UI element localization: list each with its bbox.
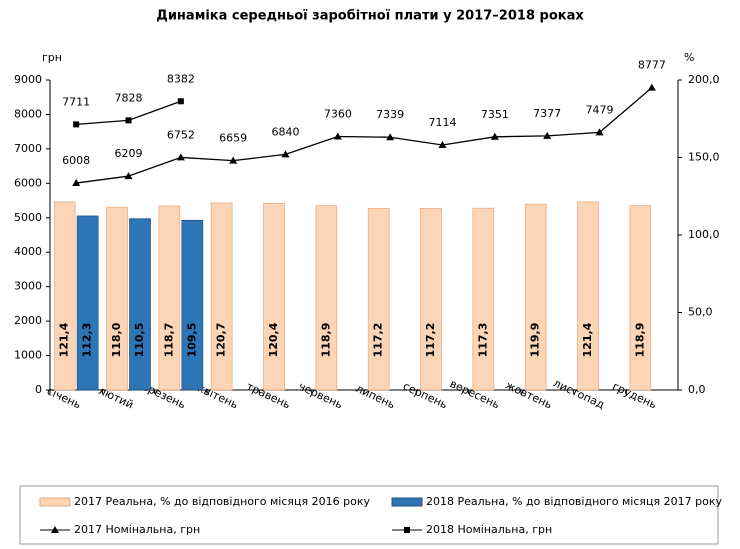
marker [595, 128, 604, 136]
y-tick-label: 0 [35, 383, 42, 396]
y2-tick-label: 50,0 [688, 306, 713, 319]
line-value-label: 7339 [376, 108, 404, 121]
bar [53, 201, 76, 391]
line-value-label: 7351 [481, 108, 509, 121]
bar [629, 205, 652, 391]
bar-value-label: 118,9 [633, 323, 646, 358]
line-value-label: 7828 [115, 91, 143, 104]
bar-value-label: 110,5 [133, 323, 146, 358]
line-value-label: 8777 [638, 59, 666, 72]
legend-label: 2018 Номінальна, грн [426, 523, 552, 536]
y-tick-label: 6000 [14, 176, 42, 189]
marker [125, 117, 132, 124]
marker [386, 133, 395, 141]
marker [543, 131, 552, 139]
bar [181, 219, 204, 391]
y-tick-label: 3000 [14, 280, 42, 293]
y-tick-label: 9000 [14, 73, 42, 86]
marker [647, 83, 656, 91]
legend-marker [404, 527, 410, 533]
bar [158, 205, 181, 391]
bar [420, 207, 442, 391]
marker [490, 132, 499, 140]
marker [438, 140, 447, 148]
bar [76, 215, 99, 391]
bar [524, 203, 547, 391]
y-tick-label: 1000 [14, 349, 42, 362]
bar-value-label: 109,5 [185, 323, 198, 358]
marker [73, 121, 80, 128]
bar-value-label: 117,3 [476, 323, 489, 358]
y2-tick-label: 0,0 [688, 383, 706, 396]
marker [124, 172, 133, 180]
legend-box [19, 485, 719, 545]
bar [315, 205, 338, 391]
bar-value-label: 117,2 [424, 323, 437, 358]
legend-swatch [391, 497, 423, 507]
y2-tick-label: 150,0 [688, 151, 720, 164]
y-axis-label: грн [42, 51, 62, 64]
bar [472, 207, 495, 391]
bar [210, 202, 233, 391]
y-tick-label: 8000 [14, 107, 42, 120]
bar-value-label: 120,7 [215, 323, 228, 358]
line-value-label: 6659 [219, 132, 247, 145]
line-value-label: 6840 [272, 125, 300, 138]
bar-value-label: 112,3 [81, 323, 94, 358]
legend-swatch [39, 497, 71, 507]
bar-value-label: 118,0 [110, 322, 123, 357]
y-tick-label: 5000 [14, 211, 42, 224]
y-tick-label: 4000 [14, 245, 42, 258]
legend-label: 2017 Номінальна, грн [74, 523, 200, 536]
y2-tick-label: 200,0 [688, 73, 720, 86]
marker [72, 179, 81, 187]
line [76, 87, 653, 184]
bar-value-label: 121,4 [58, 322, 71, 357]
marker [333, 132, 342, 140]
bar [367, 207, 390, 391]
marker [176, 153, 185, 161]
line-value-label: 7479 [586, 103, 614, 116]
y2-tick-label: 100,0 [688, 228, 720, 241]
bar [129, 218, 151, 391]
line-value-label: 8382 [167, 72, 195, 85]
bar [106, 206, 128, 391]
line-value-label: 6209 [115, 147, 143, 160]
legend-label: 2017 Реальна, % до відповідного місяця 2… [74, 495, 370, 508]
chart-title: Динаміка середньої заробітної плати у 20… [156, 9, 584, 24]
marker [229, 156, 238, 164]
y2-axis-label: % [684, 51, 694, 64]
bar-value-label: 121,4 [581, 322, 594, 357]
marker [281, 150, 290, 158]
bar-value-label: 118,9 [319, 323, 332, 358]
bar-value-label: 117,2 [372, 323, 385, 358]
bar [263, 203, 285, 391]
bar-value-label: 119,9 [529, 323, 542, 358]
line-value-label: 6752 [167, 128, 195, 141]
line-value-label: 7360 [324, 107, 352, 120]
marker [177, 98, 184, 105]
y-tick-label: 7000 [14, 142, 42, 155]
line-value-label: 7711 [62, 95, 90, 108]
bar [577, 201, 599, 391]
legend-marker [51, 526, 59, 533]
legend-label: 2018 Реальна, % до відповідного місяця 2… [426, 495, 722, 508]
line-value-label: 7377 [533, 107, 561, 120]
line-value-label: 6008 [62, 154, 90, 167]
bar-value-label: 118,7 [162, 323, 175, 358]
line-value-label: 7114 [429, 116, 457, 129]
y-tick-label: 2000 [14, 314, 42, 327]
bar-value-label: 120,4 [267, 322, 280, 357]
